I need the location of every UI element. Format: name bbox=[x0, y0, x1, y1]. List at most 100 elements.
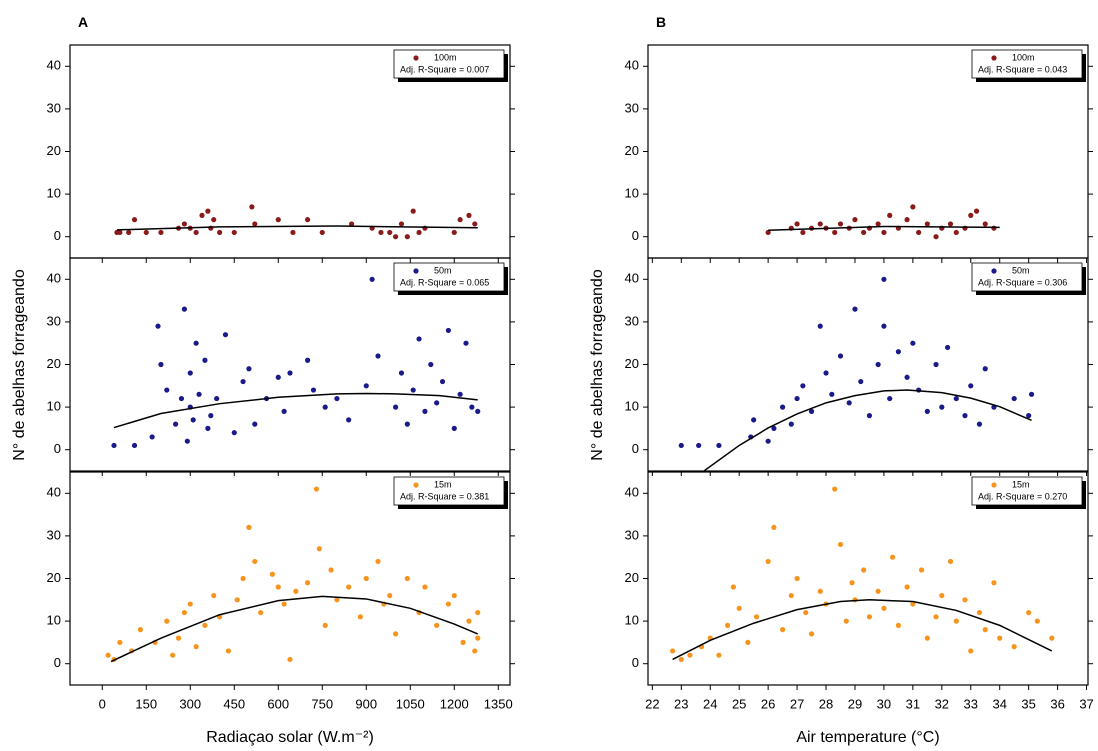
legend bbox=[971, 476, 1083, 506]
point bbox=[184, 438, 190, 444]
point bbox=[404, 575, 410, 582]
x-axis-label: Radiaçao solar (W.m⁻²) bbox=[206, 729, 374, 746]
point bbox=[387, 229, 393, 236]
point bbox=[968, 648, 974, 654]
point bbox=[275, 584, 281, 590]
y-tick-label: 30 bbox=[47, 313, 61, 328]
y-tick-label: 20 bbox=[47, 356, 61, 371]
point bbox=[234, 597, 240, 603]
point bbox=[363, 575, 369, 582]
y-tick-label: 10 bbox=[625, 399, 639, 414]
y-tick-label: 40 bbox=[625, 271, 639, 286]
y-tick-label: 20 bbox=[47, 570, 61, 585]
fit-line bbox=[704, 389, 1032, 471]
point bbox=[137, 627, 143, 633]
fit-line bbox=[672, 599, 1053, 661]
point bbox=[832, 229, 838, 236]
point bbox=[445, 327, 451, 334]
point bbox=[753, 614, 760, 620]
fit-line bbox=[768, 225, 1000, 232]
point bbox=[991, 580, 997, 586]
point bbox=[982, 627, 988, 633]
point bbox=[817, 588, 823, 594]
point bbox=[887, 395, 893, 402]
point bbox=[973, 208, 980, 214]
point bbox=[287, 656, 293, 663]
point bbox=[745, 639, 751, 646]
y-tick-label: 40 bbox=[47, 271, 61, 286]
plot-area bbox=[670, 486, 1055, 663]
point bbox=[126, 229, 132, 236]
point bbox=[439, 378, 446, 385]
point bbox=[246, 524, 252, 530]
x-tick-label: 450 bbox=[223, 696, 245, 711]
point bbox=[328, 567, 334, 573]
point bbox=[890, 554, 896, 560]
point bbox=[170, 652, 176, 658]
point bbox=[316, 546, 322, 552]
point bbox=[466, 618, 472, 624]
fit-line bbox=[113, 392, 478, 429]
point bbox=[895, 622, 901, 628]
point bbox=[771, 524, 777, 530]
annotation: Adj. R-Square = 0.381 bbox=[400, 491, 489, 501]
point bbox=[472, 648, 478, 654]
legend-label: 100m bbox=[434, 52, 457, 62]
point bbox=[196, 391, 202, 397]
x-tick-label: 37 bbox=[1079, 696, 1093, 711]
point bbox=[953, 618, 959, 624]
point bbox=[143, 229, 149, 236]
point bbox=[466, 212, 472, 218]
point bbox=[866, 413, 873, 419]
y-tick-label: 30 bbox=[625, 313, 639, 328]
point bbox=[149, 434, 155, 440]
point bbox=[716, 652, 722, 658]
point bbox=[817, 323, 823, 329]
y-tick-label: 0 bbox=[632, 228, 639, 243]
point bbox=[258, 609, 264, 616]
point bbox=[281, 601, 287, 607]
legend bbox=[393, 262, 505, 292]
point bbox=[117, 229, 123, 236]
point bbox=[953, 395, 959, 402]
point bbox=[780, 404, 786, 410]
point bbox=[475, 609, 481, 616]
point bbox=[837, 353, 844, 359]
point bbox=[730, 584, 736, 590]
point bbox=[861, 567, 867, 573]
point bbox=[910, 340, 916, 346]
point bbox=[968, 212, 974, 218]
y-tick-label: 0 bbox=[632, 655, 639, 670]
point bbox=[852, 306, 858, 312]
point bbox=[832, 486, 838, 492]
point bbox=[387, 592, 393, 599]
point bbox=[475, 408, 481, 414]
y-axis-label: N° de abelhas forrageando bbox=[11, 269, 28, 461]
point bbox=[378, 229, 384, 236]
point bbox=[199, 212, 205, 218]
point bbox=[155, 323, 161, 329]
point bbox=[933, 234, 939, 240]
point bbox=[398, 221, 405, 227]
point bbox=[363, 383, 369, 389]
point bbox=[887, 212, 893, 218]
y-tick-label: 20 bbox=[47, 143, 61, 158]
point bbox=[252, 221, 258, 227]
point bbox=[173, 421, 179, 427]
point bbox=[881, 605, 887, 611]
point bbox=[991, 225, 997, 231]
legend-label: 100m bbox=[1012, 52, 1035, 62]
point bbox=[410, 387, 416, 393]
legend bbox=[393, 476, 505, 506]
legend-label: 50m bbox=[1012, 265, 1030, 275]
legend-marker bbox=[991, 55, 997, 61]
point bbox=[208, 413, 214, 419]
point bbox=[357, 614, 363, 620]
point bbox=[398, 370, 405, 376]
point bbox=[939, 404, 945, 410]
point bbox=[319, 229, 325, 236]
point bbox=[910, 601, 916, 607]
point bbox=[310, 387, 317, 393]
point bbox=[202, 357, 208, 363]
